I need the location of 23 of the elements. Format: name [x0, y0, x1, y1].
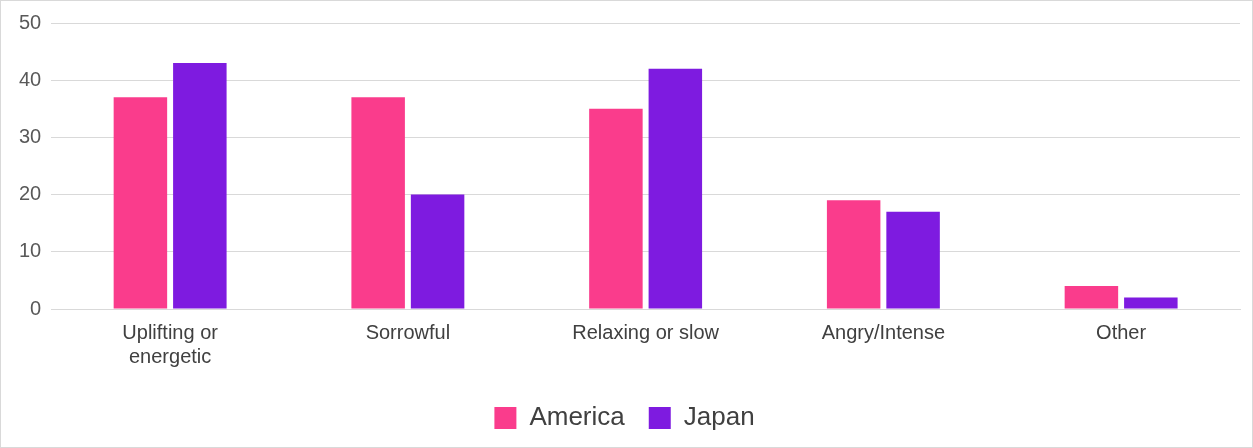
bar	[826, 200, 881, 309]
y-tick-label: 0	[30, 296, 42, 319]
bar	[589, 108, 643, 309]
y-tick-label: 30	[19, 124, 42, 147]
y-tick-label: 20	[19, 182, 42, 205]
x-tick-label: Uplifting or energetic	[122, 320, 219, 367]
bar	[113, 97, 168, 309]
bar	[1124, 297, 1178, 309]
y-tick-label: 40	[19, 67, 42, 90]
legend-label: America	[529, 401, 626, 432]
x-tick-label: Angry/Intense	[821, 320, 946, 343]
x-tick-label: Sorrowful	[365, 320, 451, 343]
bar	[648, 68, 703, 309]
bar	[173, 63, 227, 309]
x-tick-label: Other	[1096, 320, 1147, 343]
bar	[351, 97, 405, 309]
bar	[1064, 286, 1119, 309]
x-tick-label: Relaxing or slow	[572, 320, 720, 343]
legend-label: Japan	[683, 401, 755, 432]
y-tick-label: 50	[19, 10, 42, 33]
bar	[886, 211, 940, 309]
y-tick-label: 10	[19, 239, 42, 262]
bar	[410, 194, 465, 309]
